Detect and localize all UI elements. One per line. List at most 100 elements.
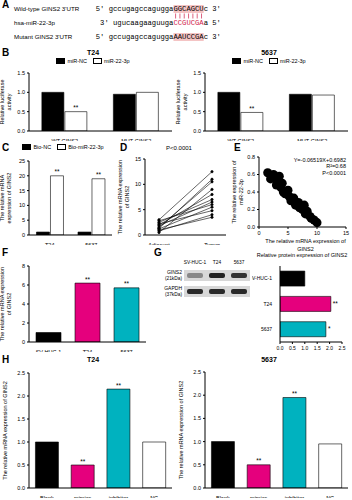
svg-text:T24: T24 [45,242,54,245]
svg-text:Adjacent: Adjacent [148,242,170,245]
svg-text:WT-GINS2: WT-GINS2 [227,138,254,141]
svg-text:2.5: 2.5 [339,345,344,351]
svg-text:1.5: 1.5 [193,70,201,76]
svg-text:0.5: 0.5 [17,462,25,468]
svg-text:**: ** [96,171,102,178]
svg-text:**: ** [249,105,255,112]
svg-text:MUT-GINS2: MUT-GINS2 [121,138,151,141]
svg-text:1.5: 1.5 [17,416,25,422]
svg-text:15: 15 [343,230,344,236]
svg-text:0.0: 0.0 [277,345,284,351]
svg-text:SV-HUC-1: SV-HUC-1 [252,275,272,281]
svg-text:5637: 5637 [234,260,245,265]
svg-text:NC: NC [326,495,334,498]
svg-text:c 3': c 3' [204,33,221,41]
svg-text:T24: T24 [213,260,222,265]
svg-text:Blank: Blank [40,495,54,498]
svg-text:5' gccugagccagugga: 5' gccugagccagugga [96,5,174,13]
svg-text:0.0: 0.0 [247,224,255,230]
svg-text:*: * [328,325,331,332]
svg-text:10: 10 [19,202,25,208]
svg-text:10: 10 [314,230,320,236]
svg-text:mimics: mimics [250,495,267,498]
svg-text:WT-GINS2: WT-GINS2 [51,138,78,141]
svg-text:1.0: 1.0 [193,89,201,95]
svg-text:2.0: 2.0 [193,392,201,398]
svg-text:CCGUCGA: CCGUCGA [173,19,204,27]
svg-text:15: 15 [135,156,141,162]
svg-text:0.5: 0.5 [193,462,201,468]
svg-text:0: 0 [22,339,25,345]
svg-text:0.6: 0.6 [247,171,255,177]
svg-text:10: 10 [135,181,141,187]
svg-text:SV-HUC-1: SV-HUC-1 [184,260,207,265]
svg-text:0.8: 0.8 [247,154,255,160]
svg-text:5637: 5637 [85,242,97,245]
svg-text:GGCAGCU: GGCAGCU [173,5,203,13]
svg-text:inhibitor: inhibitor [285,495,304,498]
svg-text:4: 4 [22,301,25,307]
svg-text:mimics: mimics [74,495,91,498]
svg-text:1.0: 1.0 [193,439,201,445]
svg-text:2.5: 2.5 [193,369,201,375]
svg-text:0: 0 [257,230,260,236]
svg-text:Tumor: Tumor [204,242,220,245]
svg-text:**: ** [80,458,86,465]
svg-text:1.0: 1.0 [17,439,25,445]
svg-text:Wild-type GINS2 3'UTR: Wild-type GINS2 3'UTR [14,5,80,12]
svg-text:**: ** [256,457,262,464]
svg-text:(21kDa): (21kDa) [165,276,182,281]
svg-text:**: ** [54,168,60,175]
svg-text:1.0: 1.0 [17,89,25,95]
svg-text:Blank: Blank [216,495,230,498]
svg-text:15: 15 [19,188,25,194]
svg-text:0.0: 0.0 [17,128,25,134]
svg-text:0.0: 0.0 [193,485,201,491]
svg-text:20: 20 [19,173,25,179]
svg-text:Mutant GINS2 3'UTR: Mutant GINS2 3'UTR [14,33,73,40]
svg-text:a 5': a 5' [204,19,221,27]
svg-text:MUT-GINS2: MUT-GINS2 [297,138,327,141]
svg-text:2.5: 2.5 [17,370,25,376]
svg-text:T24: T24 [263,301,272,307]
svg-text:**: ** [333,300,339,307]
svg-text:**: ** [124,280,130,287]
svg-text:AAUCCGA: AAUCCGA [173,33,204,41]
svg-text:1.5: 1.5 [17,70,25,76]
svg-text:c 3': c 3' [204,5,221,13]
svg-text:0: 0 [138,232,141,238]
svg-text:0.5: 0.5 [193,109,201,115]
svg-text:2: 2 [22,320,25,326]
svg-text:6: 6 [22,282,25,288]
svg-text:5: 5 [138,207,141,213]
svg-text:NC: NC [150,495,158,498]
svg-text:5: 5 [22,217,25,223]
svg-text:GINS2: GINS2 [167,269,182,275]
svg-text:**: ** [85,276,91,283]
svg-text:SV-HUC-1: SV-HUC-1 [36,349,62,352]
svg-text:0.5: 0.5 [289,345,296,351]
svg-text:**: ** [73,104,79,111]
svg-text:0.2: 0.2 [247,206,255,212]
svg-text:5637: 5637 [120,349,132,352]
svg-text:3' ugucaagaaguuga: 3' ugucaagaaguuga [100,19,174,27]
svg-text:0.5: 0.5 [17,109,25,115]
svg-text:GAPDH: GAPDH [164,285,182,291]
svg-text:0.0: 0.0 [17,485,25,491]
svg-text:5637: 5637 [261,326,272,332]
svg-text:1.5: 1.5 [314,345,321,351]
svg-text:1.5: 1.5 [193,415,201,421]
svg-text:**: ** [292,390,298,397]
svg-text:0: 0 [22,232,25,238]
svg-text:5: 5 [286,230,289,236]
svg-text:5' gccugagccagugga: 5' gccugagccagugga [96,33,174,41]
svg-text:1.0: 1.0 [301,345,308,351]
svg-text:0.0: 0.0 [193,128,201,134]
svg-text:hsa-miR-22-3p: hsa-miR-22-3p [14,19,55,26]
svg-text:8: 8 [22,263,25,269]
svg-text:inhibitor: inhibitor [109,495,128,498]
svg-text:**: ** [116,382,122,389]
svg-text:2.0: 2.0 [17,393,25,399]
svg-text:0.4: 0.4 [247,189,255,195]
svg-text:(37kDa): (37kDa) [165,292,182,297]
